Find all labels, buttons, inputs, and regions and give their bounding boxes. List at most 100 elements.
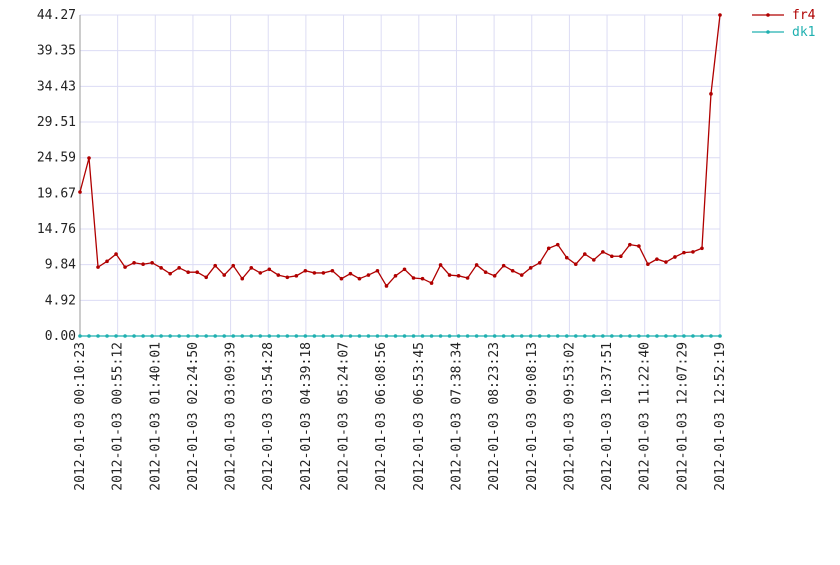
data-point	[303, 334, 308, 338]
data-point	[673, 255, 677, 259]
data-point	[456, 274, 461, 278]
data-point	[105, 334, 109, 338]
data-point	[393, 334, 398, 338]
data-point	[592, 258, 596, 262]
data-point	[393, 274, 398, 278]
legend-marker	[766, 30, 770, 34]
data-point	[582, 252, 587, 256]
data-point	[465, 334, 470, 338]
legend-item: dk1	[752, 25, 815, 40]
data-point	[447, 273, 452, 277]
data-point	[267, 267, 272, 272]
data-point	[312, 334, 317, 338]
legend-item: fr4	[752, 8, 816, 23]
data-point	[546, 334, 551, 338]
y-tick-label: 19.67	[37, 186, 76, 201]
data-point	[249, 266, 254, 270]
data-point	[330, 334, 335, 338]
data-point	[186, 334, 190, 338]
data-point	[195, 334, 199, 338]
data-point	[646, 262, 650, 267]
data-point	[348, 271, 353, 276]
data-point	[573, 334, 578, 338]
data-point	[213, 334, 218, 338]
legend-label: fr4	[792, 8, 816, 23]
data-point	[222, 273, 227, 277]
x-tick-label: 2012-01-03 12:07:29	[675, 342, 690, 491]
data-point	[213, 263, 218, 268]
data-point	[285, 275, 290, 280]
data-point	[519, 334, 524, 338]
y-tick-label: 14.76	[37, 222, 76, 237]
x-tick-label: 2012-01-03 09:08:13	[525, 342, 540, 491]
data-point	[655, 257, 659, 261]
data-point	[510, 268, 515, 273]
data-point	[573, 262, 578, 267]
data-point	[285, 334, 290, 338]
data-point	[123, 334, 127, 338]
data-point	[294, 274, 299, 278]
data-point	[366, 273, 371, 277]
y-tick-label: 39.35	[37, 44, 76, 59]
data-point	[447, 334, 452, 338]
x-tick-label: 2012-01-03 12:52:19	[713, 342, 728, 491]
data-point	[709, 334, 713, 338]
data-point	[339, 276, 344, 281]
data-point	[483, 270, 488, 274]
data-point	[673, 334, 677, 338]
data-point	[438, 334, 443, 338]
data-point	[718, 334, 722, 338]
data-point	[159, 266, 163, 270]
data-point	[429, 281, 434, 285]
data-point	[546, 246, 551, 251]
data-point	[141, 262, 145, 267]
y-tick-label: 24.59	[37, 151, 76, 166]
y-tick-label: 29.51	[37, 115, 76, 130]
data-point	[664, 260, 668, 264]
data-point	[348, 334, 353, 338]
data-point	[601, 250, 605, 254]
x-tick-label: 2012-01-03 07:38:34	[449, 342, 464, 491]
data-point	[240, 334, 245, 338]
data-point	[420, 276, 425, 281]
data-point	[628, 334, 632, 338]
data-point	[240, 276, 245, 281]
data-point	[411, 334, 416, 338]
data-point	[123, 265, 127, 269]
x-tick-label: 2012-01-03 00:10:23	[73, 342, 88, 491]
data-point	[177, 266, 181, 270]
x-tick-label: 2012-01-03 01:40:01	[148, 342, 163, 491]
data-point	[474, 334, 479, 338]
data-point	[204, 275, 208, 280]
data-point	[510, 334, 515, 338]
data-point	[628, 242, 632, 247]
x-tick-label: 2012-01-03 02:24:50	[186, 342, 201, 491]
data-point	[276, 334, 281, 338]
data-point	[384, 334, 389, 338]
data-point	[637, 244, 641, 248]
data-point	[564, 255, 569, 260]
data-point	[96, 334, 100, 338]
data-point	[610, 254, 614, 259]
data-point	[528, 266, 533, 270]
data-point	[105, 259, 109, 264]
data-point	[303, 268, 308, 273]
data-point	[177, 334, 181, 338]
data-point	[375, 334, 380, 338]
data-point	[411, 276, 416, 280]
data-point	[87, 334, 91, 338]
data-point	[276, 273, 281, 277]
data-point	[501, 334, 506, 338]
data-point	[132, 334, 136, 338]
data-point	[384, 284, 389, 288]
data-point	[258, 334, 263, 338]
data-point	[592, 334, 596, 338]
data-point	[321, 271, 326, 275]
data-point	[619, 254, 623, 259]
data-point	[483, 334, 488, 338]
data-point	[312, 271, 317, 275]
x-tick-label: 2012-01-03 00:55:12	[111, 342, 126, 491]
data-point	[159, 334, 163, 338]
data-point	[321, 334, 326, 338]
